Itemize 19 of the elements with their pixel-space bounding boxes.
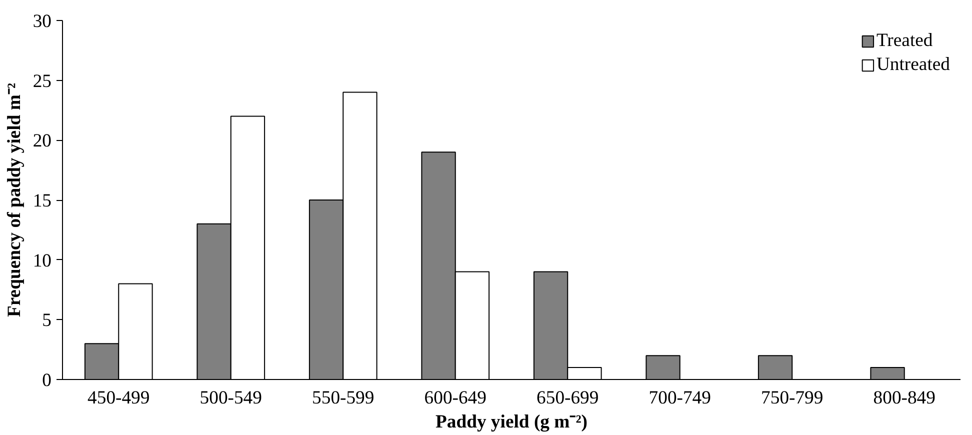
y-tick-label: 5 [42,310,52,332]
x-tick-label: 700-749 [648,388,711,408]
x-tick-label: 450-499 [88,388,150,408]
x-tick-label: 550-599 [312,388,374,408]
y-tick-label: 15 [32,190,52,212]
legend-label: Untreated [876,54,950,76]
x-axis-title: Paddy yield (g m⁻²) [435,412,588,432]
x-tick-label: 600-649 [424,388,486,408]
y-tick-label: 20 [32,130,52,152]
x-tick-label: 750-799 [761,388,824,408]
legend-label: Treated [876,30,933,52]
y-tick-label: 25 [32,70,52,92]
y-tick-label: 30 [32,11,52,32]
y-tick-label: 10 [32,250,52,272]
y-axis-title: Frequency of paddy yield m⁻² [4,82,25,318]
x-tick-label: 500-549 [200,388,262,408]
y-tick-label: 0 [42,370,52,391]
x-tick-label: 800-849 [873,388,936,408]
x-tick-label: 650-699 [536,388,599,408]
